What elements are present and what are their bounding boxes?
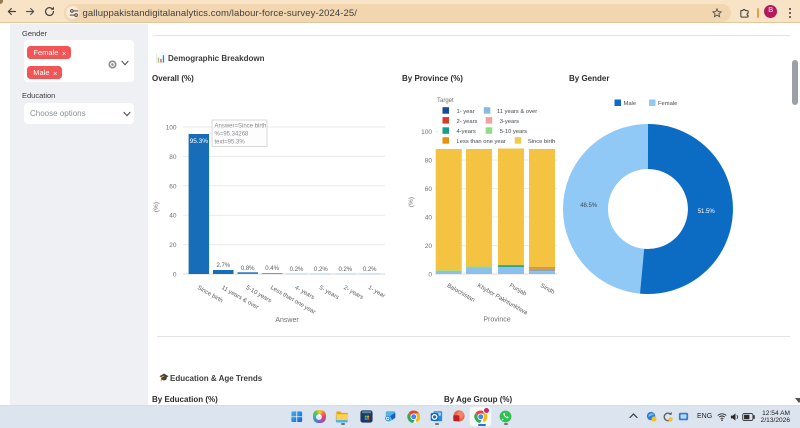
svg-text:0.2%: 0.2% [363,267,377,273]
svg-text:5-10 years: 5-10 years [500,129,527,135]
svg-text:Since birth: Since birth [196,285,224,304]
svg-text:51.5%: 51.5% [698,209,716,215]
svg-text:1- year: 1- year [367,285,386,300]
svg-text:20: 20 [169,242,177,249]
svg-text:Punjab: Punjab [508,283,528,298]
svg-text:80: 80 [425,158,433,165]
svg-text:Balochistan: Balochistan [446,283,476,304]
svg-text:0.2%: 0.2% [338,267,352,273]
svg-text:0.2%: 0.2% [290,267,304,273]
svg-text:Province: Province [483,317,510,324]
svg-text:Answer: Answer [275,317,299,324]
svg-text:100: 100 [421,129,432,136]
svg-text:0.4%: 0.4% [265,266,279,272]
svg-text:(%): (%) [153,202,160,212]
svg-text:text=95.3%: text=95.3% [215,140,246,146]
svg-text:0.8%: 0.8% [241,266,255,272]
svg-text:Male: Male [624,101,637,107]
svg-text:0.2%: 0.2% [314,267,328,273]
svg-text:60: 60 [169,183,177,190]
svg-text:40: 40 [169,213,177,220]
svg-text:95.3%: 95.3% [190,138,209,145]
svg-text:Since birth: Since birth [528,139,555,145]
svg-text:80: 80 [169,154,177,161]
svg-text:20: 20 [425,243,433,250]
svg-text:2- years: 2- years [457,119,478,125]
svg-text:3-years: 3-years [500,119,519,125]
svg-text:11 years & over: 11 years & over [497,109,537,115]
svg-text:%=95.34268: %=95.34268 [215,132,250,138]
svg-text:Female: Female [658,101,677,107]
svg-text:Sindh: Sindh [539,283,555,296]
svg-text:0: 0 [428,272,432,279]
svg-text:2.7%: 2.7% [216,263,230,269]
svg-text:100: 100 [166,125,177,132]
svg-text:Less than one year: Less than one year [457,139,506,145]
svg-text:Target: Target [437,98,454,104]
svg-text:60: 60 [425,186,433,193]
svg-text:Answer=Since birth: Answer=Since birth [215,124,267,130]
svg-text:1- year: 1- year [457,109,475,115]
svg-text:0: 0 [173,272,177,279]
svg-text:4-years: 4-years [457,129,476,135]
svg-text:2- years: 2- years [342,285,364,301]
svg-text:48.5%: 48.5% [580,203,598,209]
svg-text:40: 40 [425,215,433,222]
svg-text:(%): (%) [408,197,415,207]
svg-text:5- years: 5- years [318,285,340,301]
